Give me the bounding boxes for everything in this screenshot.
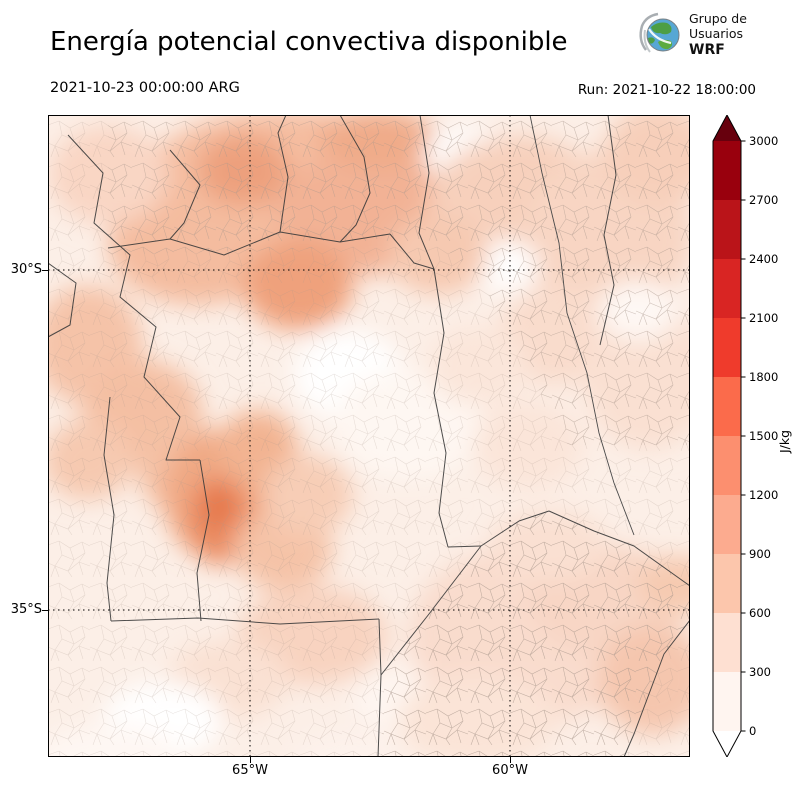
map-border (48, 115, 690, 757)
colorbar-tick-label: 3000 (749, 134, 779, 148)
colorbar-tick-label: 900 (749, 547, 771, 561)
ytick-35s: 35°S (10, 602, 42, 617)
xtick-60w: 60°W (492, 763, 528, 778)
colorbar-segment (713, 200, 741, 260)
colorbar-segment (713, 377, 741, 437)
axis-tick-65w (250, 757, 251, 763)
colorbar-tick-label: 1500 (749, 429, 779, 443)
colorbar (712, 115, 746, 757)
parana-river-boundary (529, 115, 635, 536)
page-title: Energía potencial convectiva disponible (50, 27, 568, 57)
axis-tick-30s (42, 270, 48, 271)
colorbar-segment (713, 259, 741, 319)
logo-line-wrf: WRF (689, 41, 725, 58)
colorbar-tick-label: 1800 (749, 370, 779, 384)
axis-tick-35s (42, 610, 48, 611)
latlon-gridlines (48, 115, 690, 757)
colorbar-under-arrow (713, 731, 741, 757)
cape-map (48, 115, 690, 757)
ytick-30s: 30°S (10, 262, 42, 277)
colorbar-body (713, 141, 741, 732)
colorbar-tick-label: 2700 (749, 193, 779, 207)
colorbar-segment (713, 141, 741, 201)
colorbar-segment (713, 554, 741, 614)
colorbar-tick-label: 300 (749, 665, 771, 679)
colorbar-segment (713, 495, 741, 555)
logo-line-2: Usuarios (689, 26, 744, 42)
valid-time-label: 2021-10-23 00:00:00 ARG (50, 80, 240, 96)
colorbar-segment (713, 672, 741, 732)
axis-tick-60w (510, 757, 511, 763)
province-boundaries (48, 115, 690, 757)
colorbar-unit-label: J/kg (777, 429, 792, 453)
colorbar-labels: 3000 2700 2400 2100 1800 1500 1200 900 600 300 0 (749, 0, 785, 800)
colorbar-tick-label: 2100 (749, 311, 779, 325)
colorbar-segment (713, 436, 741, 496)
logo-text: Grupo de Usuarios WRF (689, 11, 747, 59)
colorbar-tick-label: 0 (749, 724, 757, 738)
xtick-65w: 65°W (232, 763, 268, 778)
colorbar-over-arrow (713, 115, 741, 141)
department-boundaries (48, 115, 690, 757)
colorbar-tick-label: 2400 (749, 252, 779, 266)
colorbar-tick-label: 600 (749, 606, 771, 620)
map-frame (48, 115, 690, 757)
colorbar-segment (713, 318, 741, 378)
run-time-label: Run: 2021-10-22 18:00:00 (577, 82, 756, 98)
wrf-logo: Grupo de Usuarios WRF (636, 11, 747, 59)
colorbar-ticks (741, 140, 746, 732)
logo-line-1: Grupo de (689, 11, 747, 26)
colorbar-segment (713, 613, 741, 673)
colorbar-tick-label: 1200 (749, 488, 779, 502)
globe-icon (639, 12, 680, 53)
